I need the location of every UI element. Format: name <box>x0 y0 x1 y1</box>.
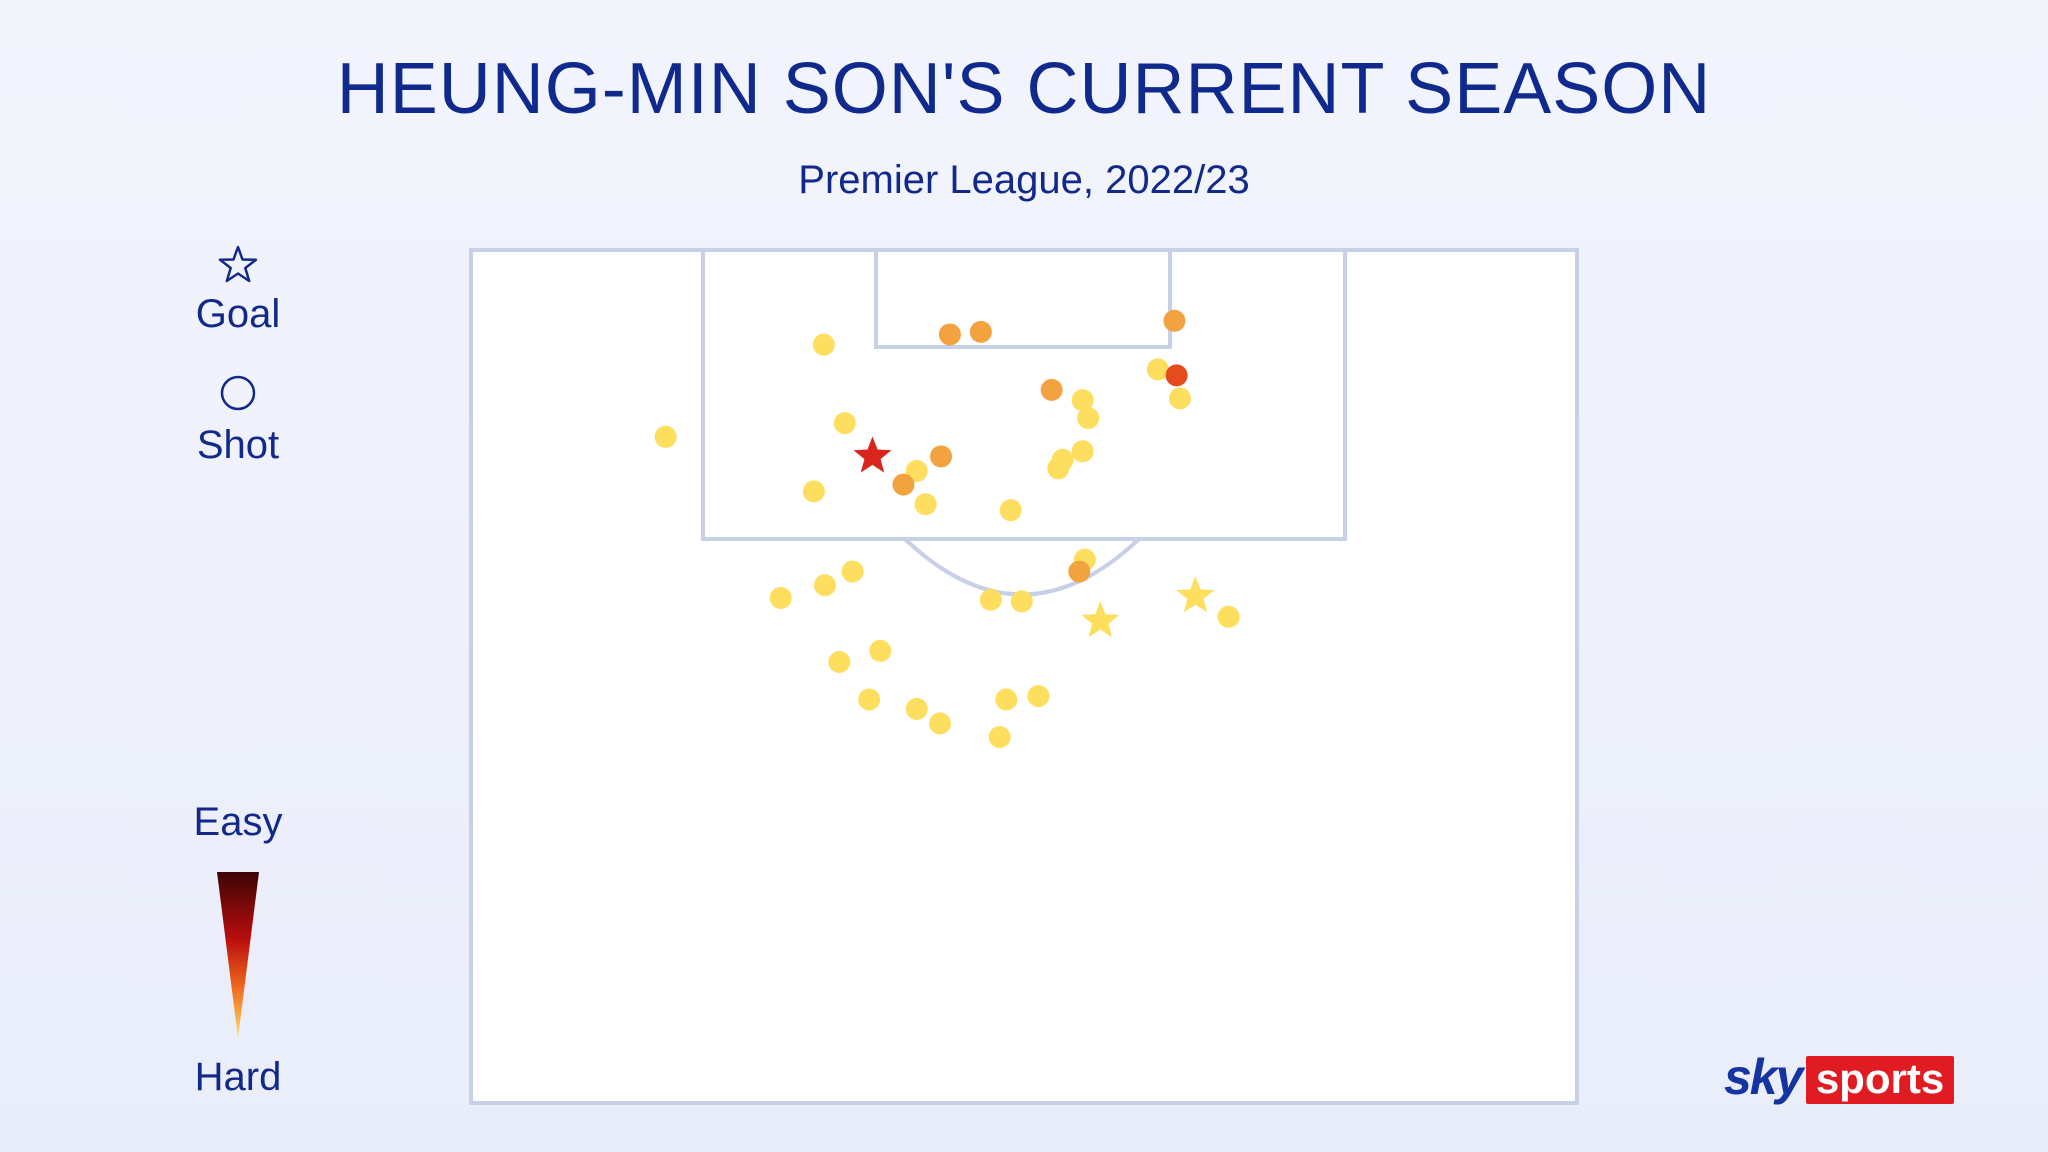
shot-marker <box>1010 590 1033 613</box>
shot-marker <box>928 712 951 735</box>
shot-marker <box>1165 364 1188 387</box>
shot-marker <box>930 445 953 468</box>
shot-marker <box>858 688 881 711</box>
shot-marker <box>1168 387 1191 410</box>
shot-marker <box>1027 685 1050 708</box>
logo-sports-text: sports <box>1806 1056 1954 1104</box>
shot-marker <box>905 697 928 720</box>
shot-marker <box>999 499 1022 522</box>
difficulty-scale-icon <box>217 872 259 1038</box>
shot-marker <box>1146 358 1169 381</box>
shot-marker <box>988 726 1011 749</box>
shot-marker <box>1077 407 1100 430</box>
chart-subtitle: Premier League, 2022/23 <box>798 158 1250 202</box>
shot-marker <box>1071 440 1094 463</box>
shot-marker <box>841 560 864 583</box>
pitch-half <box>469 248 1579 1105</box>
shot-marker <box>905 459 928 482</box>
chart-title: HEUNG-MIN SON'S CURRENT SEASON <box>336 49 1712 129</box>
shot-marker <box>828 650 851 673</box>
goal-marker <box>853 436 892 473</box>
goal-marker <box>1081 601 1120 638</box>
star-outline-icon <box>218 245 258 283</box>
shot-marker <box>938 323 961 346</box>
shot-marker <box>654 425 677 448</box>
shot-marker <box>1163 309 1186 332</box>
shot-marker <box>1071 389 1094 412</box>
goal-marker <box>1176 576 1215 613</box>
legend-shot-label: Shot <box>196 423 280 467</box>
legend-easy-label: Easy <box>193 800 283 844</box>
shot-marker <box>892 473 915 496</box>
shot-marker <box>1047 457 1070 480</box>
six-yard-box <box>874 248 1172 349</box>
shot-marker <box>813 574 836 597</box>
logo-sky-text: sky <box>1724 1049 1803 1105</box>
shot-marker <box>1040 378 1063 401</box>
shot-marker <box>914 493 937 516</box>
shot-marker <box>869 639 892 662</box>
shot-marker <box>969 320 992 343</box>
legend-hard-label: Hard <box>194 1055 282 1099</box>
shot-marker <box>769 587 792 610</box>
legend-goal-label: Goal <box>195 292 281 336</box>
shot-marker <box>1217 605 1240 628</box>
shot-marker <box>802 480 825 503</box>
shot-marker <box>995 688 1018 711</box>
shot-marker <box>812 333 835 356</box>
shot-marker <box>1068 560 1091 583</box>
circle-outline-icon <box>220 375 256 411</box>
shot-marker <box>833 412 856 435</box>
shot-marker <box>979 588 1002 611</box>
